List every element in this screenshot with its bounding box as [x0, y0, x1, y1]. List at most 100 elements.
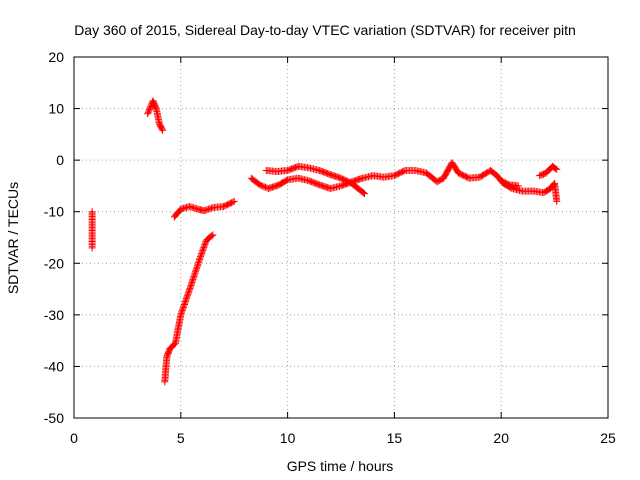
x-tick-label: 20	[493, 430, 509, 446]
data-point	[205, 205, 213, 213]
y-tick-label: 10	[48, 101, 64, 117]
data-point	[185, 286, 193, 294]
data-point	[144, 110, 152, 118]
data-point	[259, 182, 267, 190]
y-tick-label: -20	[44, 255, 64, 271]
data-point	[200, 207, 208, 215]
data-point	[360, 190, 368, 198]
x-tick-label: 10	[280, 430, 296, 446]
y-axis-label: SDTVAR / TECUs	[5, 182, 21, 294]
data-point	[152, 103, 160, 111]
data-point	[208, 232, 216, 240]
data-point	[194, 262, 202, 270]
data-point	[144, 108, 152, 116]
y-tick-label: 20	[48, 49, 64, 65]
data-point	[184, 289, 192, 297]
data-point	[145, 107, 153, 115]
data-point	[198, 250, 206, 258]
data-point	[553, 165, 561, 173]
data-point	[202, 206, 210, 214]
data-point	[257, 181, 265, 189]
data-point	[359, 189, 367, 197]
data-point	[185, 287, 193, 295]
data-point	[177, 311, 185, 319]
data-point	[186, 284, 194, 292]
data-points	[88, 97, 561, 386]
x-tick-label: 0	[70, 430, 78, 446]
data-point	[197, 253, 205, 261]
data-point	[180, 301, 188, 309]
data-point	[200, 242, 208, 250]
data-point	[190, 272, 198, 280]
data-point	[200, 244, 208, 252]
data-point	[193, 263, 201, 271]
data-point	[190, 271, 198, 279]
data-point	[553, 197, 561, 205]
data-point	[198, 248, 206, 256]
data-point	[145, 105, 153, 113]
data-point	[260, 183, 268, 191]
data-point	[195, 259, 203, 267]
data-point	[189, 274, 197, 282]
data-point	[207, 204, 215, 212]
data-point	[146, 104, 154, 112]
data-point	[188, 277, 196, 285]
data-point	[201, 239, 209, 247]
data-point	[504, 180, 512, 188]
data-point	[192, 266, 200, 274]
data-point	[181, 298, 189, 306]
x-tick-label: 15	[387, 430, 403, 446]
data-point	[189, 275, 197, 283]
data-point	[400, 167, 408, 175]
data-point	[183, 293, 191, 301]
data-point	[197, 251, 205, 259]
x-axis-label: GPS time / hours	[287, 458, 394, 474]
data-point	[181, 299, 189, 307]
data-point	[514, 182, 522, 190]
data-point	[179, 303, 187, 311]
data-point	[256, 181, 264, 189]
x-tick-label: 5	[177, 430, 185, 446]
data-point	[500, 178, 508, 186]
data-point	[501, 179, 509, 187]
data-point	[182, 295, 190, 303]
data-point	[192, 268, 200, 276]
data-point	[184, 290, 192, 298]
y-tick-label: -50	[44, 410, 64, 426]
data-point	[199, 245, 207, 253]
data-point	[188, 278, 196, 286]
data-point	[158, 125, 166, 133]
data-point	[177, 309, 185, 317]
y-tick-label: -40	[44, 358, 64, 374]
y-tick-label: -30	[44, 307, 64, 323]
data-point	[195, 257, 203, 265]
grid	[74, 57, 608, 418]
data-point	[193, 265, 201, 273]
data-point	[183, 292, 191, 300]
data-point	[180, 302, 188, 310]
data-point	[191, 269, 199, 277]
data-point	[503, 180, 511, 188]
data-point	[230, 197, 238, 205]
data-point	[229, 198, 237, 206]
data-point	[209, 231, 217, 239]
data-point	[499, 177, 507, 185]
data-point	[88, 244, 96, 252]
x-tick-label: 25	[600, 430, 616, 446]
data-point	[187, 281, 195, 289]
y-tick-label: 0	[56, 152, 64, 168]
data-point	[497, 177, 505, 185]
data-point	[178, 306, 186, 314]
data-point	[552, 165, 560, 173]
data-point	[179, 305, 187, 313]
data-point	[206, 205, 214, 213]
data-point	[199, 247, 207, 255]
data-point	[159, 126, 167, 134]
data-point	[182, 296, 190, 304]
data-point	[203, 206, 211, 214]
plot-frame	[73, 56, 609, 419]
data-point	[178, 308, 186, 316]
data-point	[196, 254, 204, 262]
data-point	[201, 241, 209, 249]
